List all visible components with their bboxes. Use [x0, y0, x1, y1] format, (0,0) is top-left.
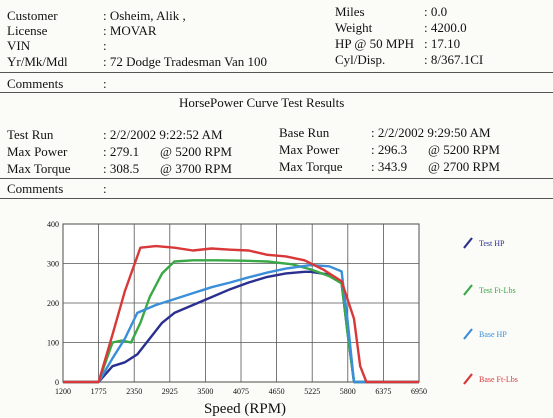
weight-label: Weight: [335, 20, 373, 35]
y-tick-label: 300: [47, 260, 59, 269]
test-torque-value: : 308.5: [103, 161, 140, 176]
x-tick-label: 4075: [233, 387, 249, 396]
base-torque-rpm: @ 2700 RPM: [428, 159, 500, 174]
base-power-rpm: @ 5200 RPM: [428, 142, 500, 157]
chart-grid: [62, 223, 420, 383]
legend-label: Test HP: [479, 239, 505, 248]
legend-swatch: [463, 237, 473, 249]
x-tick-label: 6950: [411, 387, 427, 396]
x-tick-label: 1775: [91, 387, 107, 396]
legend-label: Test Ft-Lbs: [479, 286, 516, 295]
chart-series: [63, 244, 419, 384]
customer-label: Customer: [7, 8, 58, 23]
legend-swatch: [463, 328, 473, 340]
hp50-label: HP @ 50 MPH: [335, 36, 415, 51]
vin-label: VIN: [7, 38, 31, 53]
y-tick-label: 100: [47, 339, 59, 348]
ymm-label: Yr/Mk/Mdl: [7, 54, 68, 69]
test-power-rpm: @ 5200 RPM: [160, 144, 232, 159]
legend-swatch: [463, 373, 473, 385]
x-tick-label: 1200: [55, 387, 71, 396]
license-value: : MOVAR: [103, 23, 157, 38]
base-power-label: Max Power: [279, 142, 340, 157]
test-run-value: : 2/2/2002 9:22:52 AM: [103, 127, 223, 142]
test-torque-label: Max Torque: [7, 161, 71, 176]
test-power-value: : 279.1: [103, 144, 140, 159]
series-line-test-ft-lbs: [63, 259, 419, 384]
y-tick-label: 400: [47, 220, 59, 229]
x-tick-label: 5225: [304, 387, 320, 396]
comments-value: :: [103, 76, 107, 91]
weight-value: : 4200.0: [424, 20, 467, 35]
miles-label: Miles: [335, 4, 365, 19]
test-torque-rpm: @ 3700 RPM: [160, 161, 232, 176]
divider: [0, 92, 553, 93]
cyl-label: Cyl/Disp.: [335, 52, 386, 67]
license-label: License: [7, 23, 48, 38]
x-tick-label: 3500: [197, 387, 213, 396]
results-comments-value: :: [103, 181, 107, 196]
comments-label: Comments: [7, 76, 64, 91]
vin-value: :: [103, 38, 107, 53]
chart-legend: Test HP Test Ft-Lbs Base HP Base Ft-Lbs: [463, 237, 518, 385]
results-title: HorsePower Curve Test Results: [179, 95, 345, 110]
series-line-base-hp: [63, 263, 419, 384]
base-run-label: Base Run: [279, 125, 330, 140]
base-run-value: : 2/2/2002 9:29:50 AM: [371, 125, 491, 140]
y-tick-label: 200: [47, 299, 59, 308]
divider: [0, 178, 553, 179]
divider: [0, 198, 553, 199]
test-power-label: Max Power: [7, 144, 68, 159]
legend-swatch: [463, 284, 473, 296]
x-axis-label: Speed (RPM): [204, 401, 286, 417]
results-comments-label: Comments: [7, 181, 64, 196]
y-tick-label: 0: [55, 378, 59, 387]
legend-label: Base HP: [479, 330, 507, 339]
customer-value: : Osheim, Alik ,: [103, 8, 186, 23]
series-line-base-ft-lbs: [63, 244, 419, 384]
cyl-value: : 8/367.1CI: [424, 52, 484, 67]
x-tick-label: 2350: [126, 387, 142, 396]
x-tick-label: 5800: [340, 387, 356, 396]
ymm-value: : 72 Dodge Tradesman Van 100: [103, 54, 268, 69]
base-torque-value: : 343.9: [371, 159, 408, 174]
base-torque-label: Max Torque: [279, 159, 343, 174]
x-tick-label: 4650: [269, 387, 285, 396]
x-tick-label: 6375: [375, 387, 391, 396]
legend-label: Base Ft-Lbs: [479, 375, 518, 384]
miles-value: : 0.0: [424, 4, 448, 19]
y-tick-labels: 0 100 200 300 400: [47, 220, 59, 387]
base-power-value: : 296.3: [371, 142, 408, 157]
test-run-label: Test Run: [7, 127, 54, 142]
divider: [0, 72, 553, 73]
x-tick-labels: 1200 1775 2350 2925 3500 4075 4650 5225 5800 6375…: [55, 387, 427, 396]
x-tick-label: 2925: [162, 387, 178, 396]
hp50-value: : 17.10: [424, 36, 461, 51]
